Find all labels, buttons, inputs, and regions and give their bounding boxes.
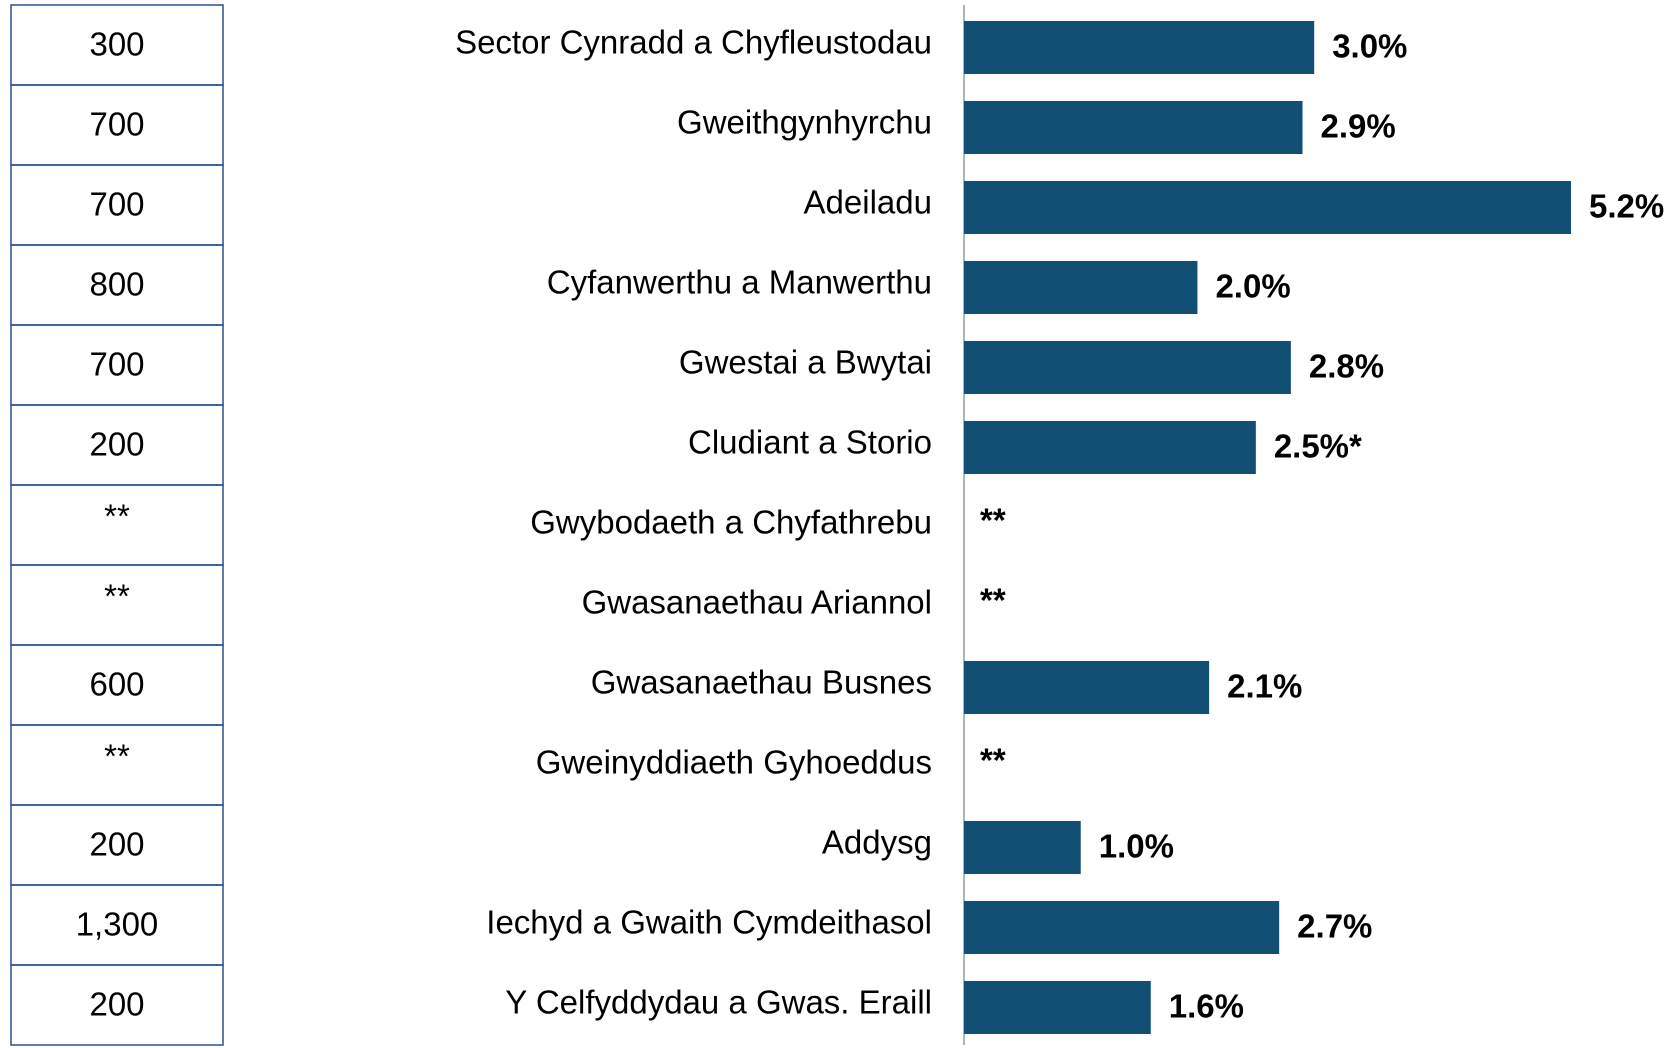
value-label: 3.0%	[1332, 28, 1407, 65]
bar	[964, 661, 1210, 714]
bar	[964, 21, 1315, 74]
bar	[964, 981, 1151, 1034]
table-value: 700	[89, 106, 144, 143]
value-label: 2.5%*	[1274, 428, 1362, 465]
category-label: Addysg	[822, 824, 932, 861]
value-label: 2.0%	[1215, 268, 1290, 305]
bar	[964, 901, 1280, 954]
category-label: Gwasanaethau Busnes	[591, 664, 932, 701]
table-value: **	[104, 578, 130, 615]
value-label: 2.1%	[1227, 668, 1302, 705]
table-value: 200	[89, 986, 144, 1023]
bar	[964, 821, 1081, 874]
table-value: 200	[89, 426, 144, 463]
value-label: 2.9%	[1321, 108, 1396, 145]
table-value: 700	[89, 186, 144, 223]
value-label: 2.8%	[1309, 348, 1384, 385]
bar	[964, 421, 1256, 474]
category-label: Gwasanaethau Ariannol	[582, 584, 932, 621]
table-value: 800	[89, 266, 144, 303]
value-label: **	[980, 742, 1006, 779]
value-label: 5.2%	[1589, 188, 1664, 225]
table-value: **	[104, 738, 130, 775]
value-label: **	[980, 582, 1006, 619]
value-label: 1.6%	[1169, 988, 1244, 1025]
category-label: Iechyd a Gwaith Cymdeithasol	[486, 904, 932, 941]
value-label: **	[980, 502, 1006, 539]
category-label: Cludiant a Storio	[688, 424, 932, 461]
table-value: 200	[89, 826, 144, 863]
value-label: 1.0%	[1099, 828, 1174, 865]
table-value: 1,300	[76, 906, 159, 943]
category-label: Cyfanwerthu a Manwerthu	[547, 264, 932, 301]
category-label: Gweithgynhyrchu	[677, 104, 932, 141]
bar	[964, 181, 1571, 234]
table-value: 300	[89, 26, 144, 63]
bar	[964, 341, 1291, 394]
category-label: Adeiladu	[804, 184, 932, 221]
table-value: 600	[89, 666, 144, 703]
category-label: Y Celfyddydau a Gwas. Eraill	[505, 984, 932, 1021]
category-label: Gweinyddiaeth Gyhoeddus	[536, 744, 932, 781]
table-value: 700	[89, 346, 144, 383]
category-label: Sector Cynradd a Chyfleustodau	[455, 24, 932, 61]
table-cell	[10, 964, 224, 1046]
category-label: Gwybodaeth a Chyfathrebu	[530, 504, 932, 541]
bar	[964, 261, 1198, 314]
bar	[964, 101, 1303, 154]
table-value: **	[104, 498, 130, 535]
value-label: 2.7%	[1297, 908, 1372, 945]
category-label: Gwestai a Bwytai	[679, 344, 932, 381]
